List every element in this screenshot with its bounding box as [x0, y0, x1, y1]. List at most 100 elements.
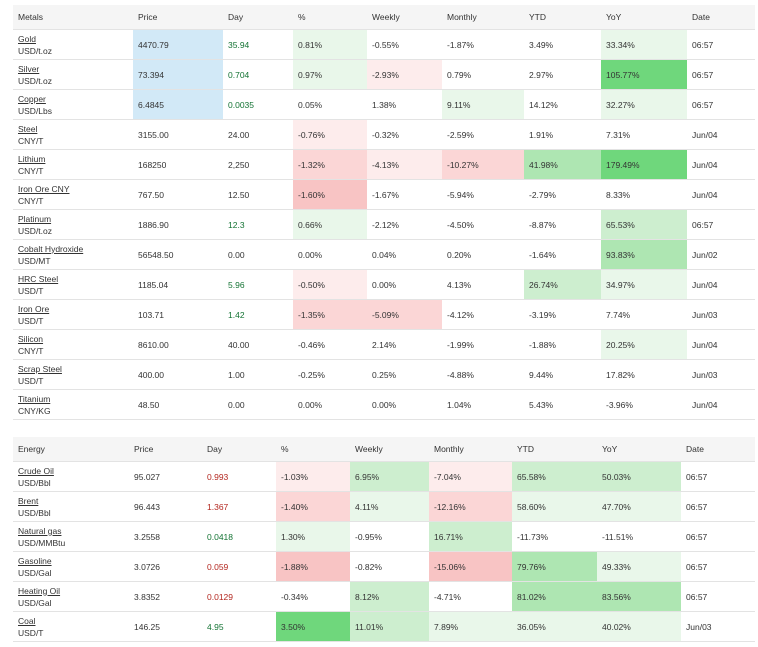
- commodity-cell: Iron Ore USD/T: [13, 299, 133, 330]
- yoy-cell: 34.97%: [601, 269, 687, 300]
- date-cell: 06:57: [687, 209, 755, 240]
- metals-col-pct[interactable]: %: [293, 5, 367, 30]
- commodity-unit: CNY/T: [18, 345, 44, 356]
- monthly-cell: 4.13%: [442, 269, 524, 300]
- energy-col-name[interactable]: Energy: [13, 437, 129, 462]
- ytd-cell: -2.79%: [524, 179, 601, 210]
- yoy-cell: 105.77%: [601, 59, 687, 90]
- day-change-cell: 0.704: [223, 59, 293, 90]
- commodity-link[interactable]: Gold: [18, 33, 36, 44]
- table-row: Gasoline USD/Gal 3.0726 0.059 -1.88% -0.8…: [13, 551, 755, 582]
- pct-change-cell: -0.34%: [276, 581, 350, 612]
- commodity-unit: CNY/KG: [18, 405, 51, 416]
- monthly-cell: -1.87%: [442, 29, 524, 60]
- metals-table: Metals Price Day % Weekly Monthly YTD Yo…: [13, 5, 755, 420]
- date-cell: Jun/03: [687, 359, 755, 390]
- commodity-cell: Platinum USD/t.oz: [13, 209, 133, 240]
- yoy-cell: 83.56%: [597, 581, 681, 612]
- commodity-link[interactable]: Iron Ore CNY: [18, 183, 70, 194]
- price-cell: 73.394: [133, 59, 223, 90]
- commodity-unit: USD/Lbs: [18, 105, 53, 116]
- ytd-cell: 41.98%: [524, 149, 601, 180]
- energy-col-yoy[interactable]: YoY: [597, 437, 681, 462]
- commodity-unit: USD/T: [18, 315, 44, 326]
- ytd-cell: 9.44%: [524, 359, 601, 390]
- day-change-cell: 1.42: [223, 299, 293, 330]
- commodity-link[interactable]: Silicon: [18, 333, 44, 344]
- pct-change-cell: -0.46%: [293, 329, 367, 360]
- energy-col-weekly[interactable]: Weekly: [350, 437, 429, 462]
- day-change-cell: 0.00: [223, 389, 293, 420]
- monthly-cell: 9.11%: [442, 89, 524, 120]
- commodity-link[interactable]: Iron Ore: [18, 303, 50, 314]
- metals-col-day[interactable]: Day: [223, 5, 293, 30]
- ytd-cell: 81.02%: [512, 581, 597, 612]
- commodity-link[interactable]: Titanium: [18, 393, 51, 404]
- metals-col-weekly[interactable]: Weekly: [367, 5, 442, 30]
- commodity-link[interactable]: Silver: [18, 63, 40, 74]
- yoy-cell: 179.49%: [601, 149, 687, 180]
- yoy-cell: 7.31%: [601, 119, 687, 150]
- weekly-cell: -0.82%: [350, 551, 429, 582]
- energy-col-price[interactable]: Price: [129, 437, 202, 462]
- energy-col-date[interactable]: Date: [681, 437, 755, 462]
- commodity-cell: Iron Ore CNY CNY/T: [13, 179, 133, 210]
- ytd-cell: 58.60%: [512, 491, 597, 522]
- commodity-link[interactable]: Lithium: [18, 153, 46, 164]
- weekly-cell: -1.67%: [367, 179, 442, 210]
- yoy-cell: 32.27%: [601, 89, 687, 120]
- metals-col-ytd[interactable]: YTD: [524, 5, 601, 30]
- energy-col-monthly[interactable]: Monthly: [429, 437, 512, 462]
- commodity-link[interactable]: Natural gas: [18, 525, 62, 536]
- commodity-link[interactable]: Scrap Steel: [18, 363, 62, 374]
- metals-col-date[interactable]: Date: [687, 5, 755, 30]
- pct-change-cell: 0.00%: [293, 389, 367, 420]
- date-cell: Jun/04: [687, 329, 755, 360]
- price-cell: 6.4845: [133, 89, 223, 120]
- commodity-unit: USD/t.oz: [18, 45, 53, 56]
- energy-col-pct[interactable]: %: [276, 437, 350, 462]
- commodity-cell: Brent USD/Bbl: [13, 491, 129, 522]
- commodity-link[interactable]: Platinum: [18, 213, 52, 224]
- pct-change-cell: 1.30%: [276, 521, 350, 552]
- price-cell: 103.71: [133, 299, 223, 330]
- commodity-link[interactable]: Gasoline: [18, 555, 52, 566]
- weekly-cell: 0.00%: [367, 269, 442, 300]
- price-cell: 3.8352: [129, 581, 202, 612]
- commodity-unit: USD/T: [18, 285, 44, 296]
- commodity-link[interactable]: Coal: [18, 615, 36, 626]
- ytd-cell: 5.43%: [524, 389, 601, 420]
- day-change-cell: 0.0129: [202, 581, 276, 612]
- price-cell: 767.50: [133, 179, 223, 210]
- pct-change-cell: -0.25%: [293, 359, 367, 390]
- energy-col-ytd[interactable]: YTD: [512, 437, 597, 462]
- commodity-link[interactable]: Brent: [18, 495, 39, 506]
- table-row: Cobalt Hydroxide USD/MT 56548.50 0.00 0.0…: [13, 239, 755, 270]
- commodity-link[interactable]: Copper: [18, 93, 46, 104]
- metals-col-name[interactable]: Metals: [13, 5, 133, 30]
- commodity-link[interactable]: Steel: [18, 123, 38, 134]
- metals-col-price[interactable]: Price: [133, 5, 223, 30]
- commodity-cell: Crude Oil USD/Bbl: [13, 461, 129, 492]
- commodity-link[interactable]: HRC Steel: [18, 273, 59, 284]
- commodity-cell: Gold USD/t.oz: [13, 29, 133, 60]
- day-change-cell: 2,250: [223, 149, 293, 180]
- date-cell: Jun/02: [687, 239, 755, 270]
- day-change-cell: 4.95: [202, 611, 276, 642]
- commodity-cell: HRC Steel USD/T: [13, 269, 133, 300]
- weekly-cell: 4.11%: [350, 491, 429, 522]
- commodity-link[interactable]: Heating Oil: [18, 585, 61, 596]
- energy-table: Energy Price Day % Weekly Monthly YTD Yo…: [13, 437, 755, 642]
- day-change-cell: 1.00: [223, 359, 293, 390]
- energy-col-day[interactable]: Day: [202, 437, 276, 462]
- commodity-cell: Copper USD/Lbs: [13, 89, 133, 120]
- weekly-cell: -0.55%: [367, 29, 442, 60]
- price-cell: 3.0726: [129, 551, 202, 582]
- price-cell: 1886.90: [133, 209, 223, 240]
- ytd-cell: -1.88%: [524, 329, 601, 360]
- commodity-link[interactable]: Cobalt Hydroxide: [18, 243, 84, 254]
- metals-col-yoy[interactable]: YoY: [601, 5, 687, 30]
- ytd-cell: -11.73%: [512, 521, 597, 552]
- metals-col-monthly[interactable]: Monthly: [442, 5, 524, 30]
- commodity-link[interactable]: Crude Oil: [18, 465, 54, 476]
